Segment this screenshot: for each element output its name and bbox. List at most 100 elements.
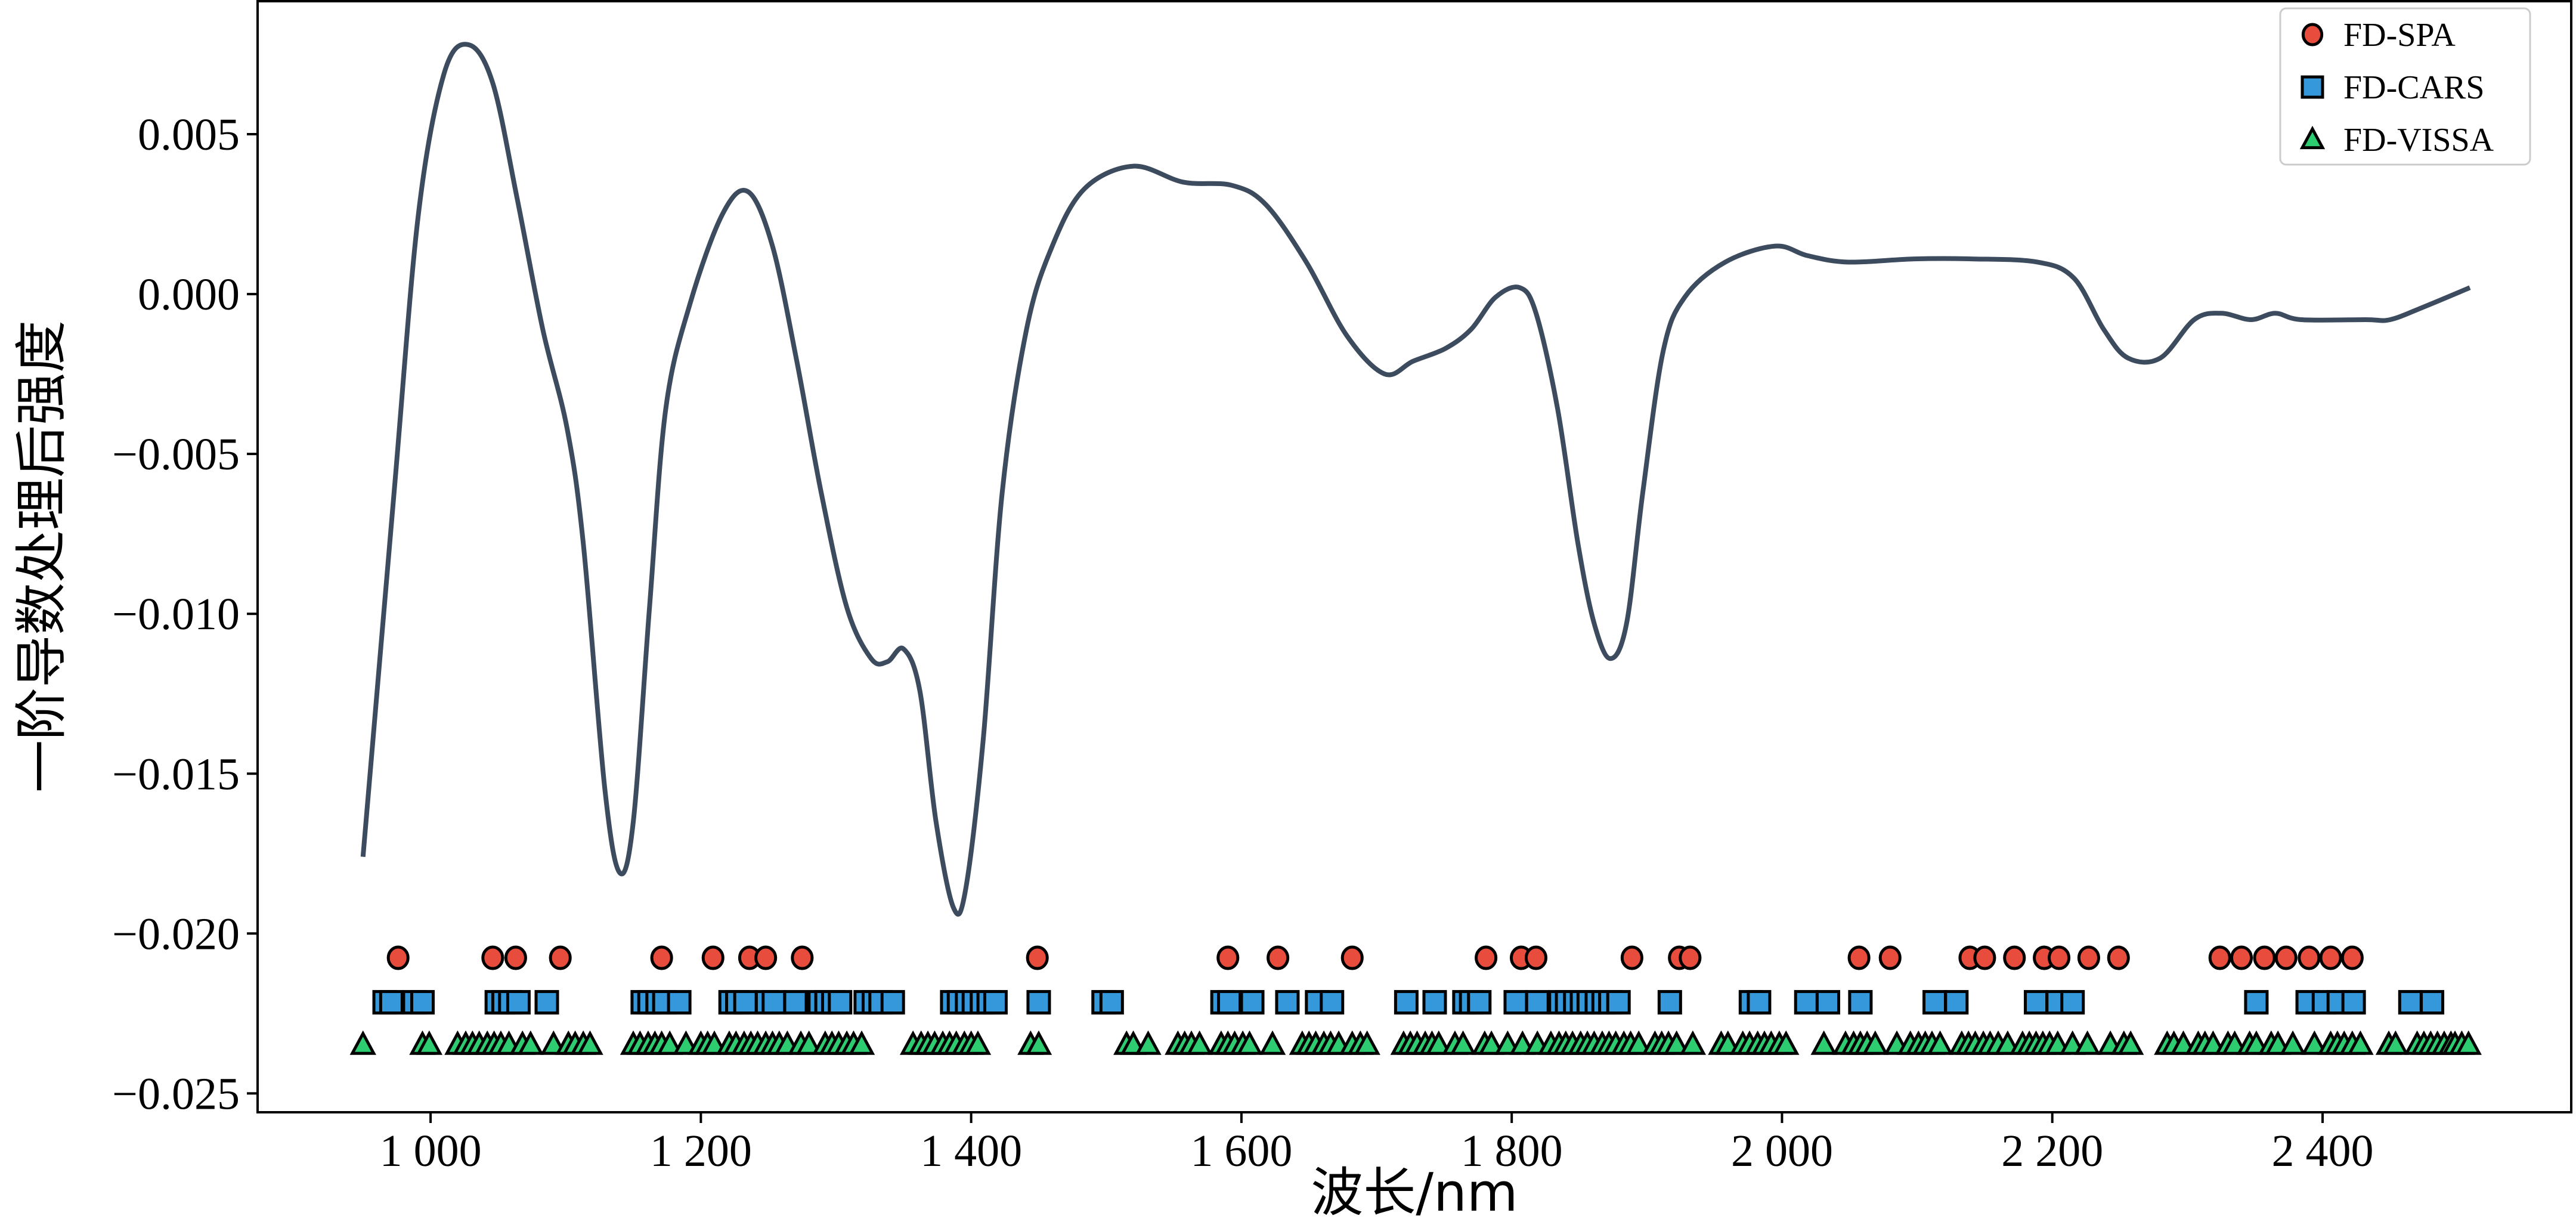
fd-cars-square-marker: [2060, 990, 2085, 1015]
fd-vissa-triangle-marker: [1663, 1030, 1690, 1055]
fd-cars-square-marker: [379, 990, 404, 1015]
y-tick-label: −0.010: [112, 589, 240, 639]
fd-vissa-triangle-marker: [1259, 1030, 1286, 1055]
fd-cars-square-marker: [1422, 990, 1447, 1015]
fd-vissa-triangle-marker: [2347, 1030, 2374, 1055]
fd-cars-square-marker: [1394, 990, 1419, 1015]
fd-spa-circle-marker: [1340, 945, 1364, 970]
y-tick-label: −0.015: [112, 749, 240, 799]
x-tick-label: 2 200: [2001, 1126, 2103, 1176]
fd-cars-square-marker: [2341, 990, 2366, 1015]
fd-spa-circle-marker: [701, 945, 724, 970]
fd-cars-square-marker: [761, 990, 787, 1015]
fd-spa-circle-marker: [2208, 945, 2231, 970]
fd-cars-square-marker: [410, 990, 435, 1015]
fd-vissa-triangle-marker: [1236, 1030, 1263, 1055]
fd-spa-circle-marker: [1267, 945, 1290, 970]
y-axis: 0.005 0.000 −0.005 −0.010 −0.015 −0.020 −0.025: [112, 110, 258, 1119]
fd-vissa-triangle-marker: [577, 1030, 603, 1055]
fd-spa-circle-marker: [1620, 945, 1643, 970]
fd-vissa-triangle-marker: [1862, 1030, 1889, 1055]
fd-spa-circle-marker: [2047, 945, 2071, 970]
fd-cars-square-marker: [783, 990, 808, 1015]
fd-vissa-triangle-marker: [964, 1030, 992, 1055]
fd-spa-circle-marker: [650, 945, 673, 970]
spectrum-line: [360, 42, 2471, 917]
fd-vissa-triangle-marker: [1810, 1030, 1837, 1055]
legend: FD-SPA FD-CARS FD-VISSA: [2279, 7, 2531, 166]
fd-vissa-triangle-marker: [2455, 1030, 2482, 1055]
x-tick-label: 1 000: [380, 1126, 482, 1176]
fd-vissa-triangle-marker: [1626, 1030, 1652, 1055]
y-tick-label: 0.000: [138, 270, 240, 320]
fd-vissa-triangle-marker: [1927, 1030, 1953, 1055]
fd-spa-circle-marker: [754, 945, 778, 970]
series-fd-cars: [372, 990, 2445, 1015]
fd-cars-square-marker: [506, 990, 531, 1015]
fd-spa-circle-marker: [549, 945, 572, 970]
fd-spa-circle-marker: [1216, 945, 1240, 970]
fd-vissa-triangle-marker: [1025, 1030, 1052, 1055]
y-tick-label: −0.025: [112, 1069, 240, 1119]
fd-cars-square-marker: [2420, 990, 2445, 1015]
fd-spa-circle-marker: [2077, 945, 2100, 970]
fd-vissa-triangle-marker: [1478, 1030, 1505, 1055]
fd-vissa-triangle-marker: [1186, 1030, 1213, 1055]
x-tick-label: 1 400: [920, 1126, 1022, 1176]
legend-box: [2279, 7, 2531, 166]
fd-spa-circle-marker: [1475, 945, 1498, 970]
fd-vissa-triangle-marker: [2279, 1030, 2306, 1055]
fd-cars-square-marker: [828, 990, 853, 1015]
fd-vissa-triangle-marker: [1425, 1030, 1452, 1055]
fd-cars-square-marker: [983, 990, 1008, 1015]
fd-cars-square-marker: [880, 990, 905, 1015]
fd-spa-circle-marker: [1026, 945, 1049, 970]
fd-cars-square-marker: [1099, 990, 1124, 1015]
fd-cars-square-marker: [1944, 990, 1969, 1015]
fd-cars-square-marker: [1467, 990, 1492, 1015]
fd-spa-circle-marker: [2003, 945, 2026, 970]
fd-cars-square-marker: [1848, 990, 1873, 1015]
fd-cars-square-marker: [1275, 990, 1300, 1015]
fd-spa-circle-marker: [1973, 945, 1996, 970]
fd-vissa-triangle-marker: [349, 1030, 376, 1055]
fd-vissa-triangle-marker: [1773, 1030, 1800, 1055]
legend-label: FD-VISSA: [2343, 122, 2494, 159]
fd-spa-circle-marker: [2274, 945, 2298, 970]
fd-spa-circle-marker: [2107, 945, 2130, 970]
x-axis: 1 000 1 200 1 400 1 600 1 800 2 000 2 200 2 400: [380, 1112, 2373, 1176]
x-tick-label: 2 000: [1731, 1126, 1833, 1176]
y-tick-label: 0.005: [138, 110, 240, 160]
fd-cars-square-marker: [1320, 990, 1345, 1015]
fd-cars-square-marker: [1606, 990, 1631, 1015]
fd-vissa-triangle-marker: [1354, 1030, 1380, 1055]
fd-cars-square-marker: [2398, 990, 2423, 1015]
fd-cars-square-marker: [2244, 990, 2269, 1015]
fd-spa-circle-marker: [1847, 945, 1871, 970]
fd-spa-circle-marker: [386, 945, 410, 970]
fd-cars-square-marker: [1794, 990, 1819, 1015]
fd-cars-square-marker: [1922, 990, 1948, 1015]
fd-cars-square-marker: [534, 990, 559, 1015]
y-tick-label: −0.020: [112, 909, 240, 959]
fd-vissa-triangle-marker: [1679, 1030, 1707, 1055]
fd-vissa-triangle-marker: [2074, 1030, 2101, 1055]
series-fd-vissa: [349, 1030, 2482, 1055]
fd-cars-square-marker: [1747, 990, 1772, 1015]
fd-spa-circle-marker: [2319, 945, 2342, 970]
marker-layer: [349, 945, 2482, 1055]
y-tick-label: −0.005: [112, 429, 240, 479]
fd-cars-square-marker: [1525, 990, 1550, 1015]
fd-cars-square-marker: [2024, 990, 2049, 1015]
fd-vissa-triangle-marker: [2301, 1030, 2328, 1055]
fd-spa-circle-marker: [1679, 945, 1702, 970]
fd-vissa-triangle-marker: [2117, 1030, 2144, 1055]
fd-cars-square-marker: [1217, 990, 1242, 1015]
fd-vissa-triangle-marker: [416, 1030, 443, 1055]
fd-vissa-triangle-marker: [848, 1030, 875, 1055]
fd-cars-square-marker: [733, 990, 758, 1015]
fd-spa-circle-marker: [1878, 945, 1902, 970]
fd-spa-circle-marker: [791, 945, 814, 970]
fd-spa-circle-marker: [504, 945, 527, 970]
fd-vissa-triangle-marker: [2382, 1030, 2409, 1055]
